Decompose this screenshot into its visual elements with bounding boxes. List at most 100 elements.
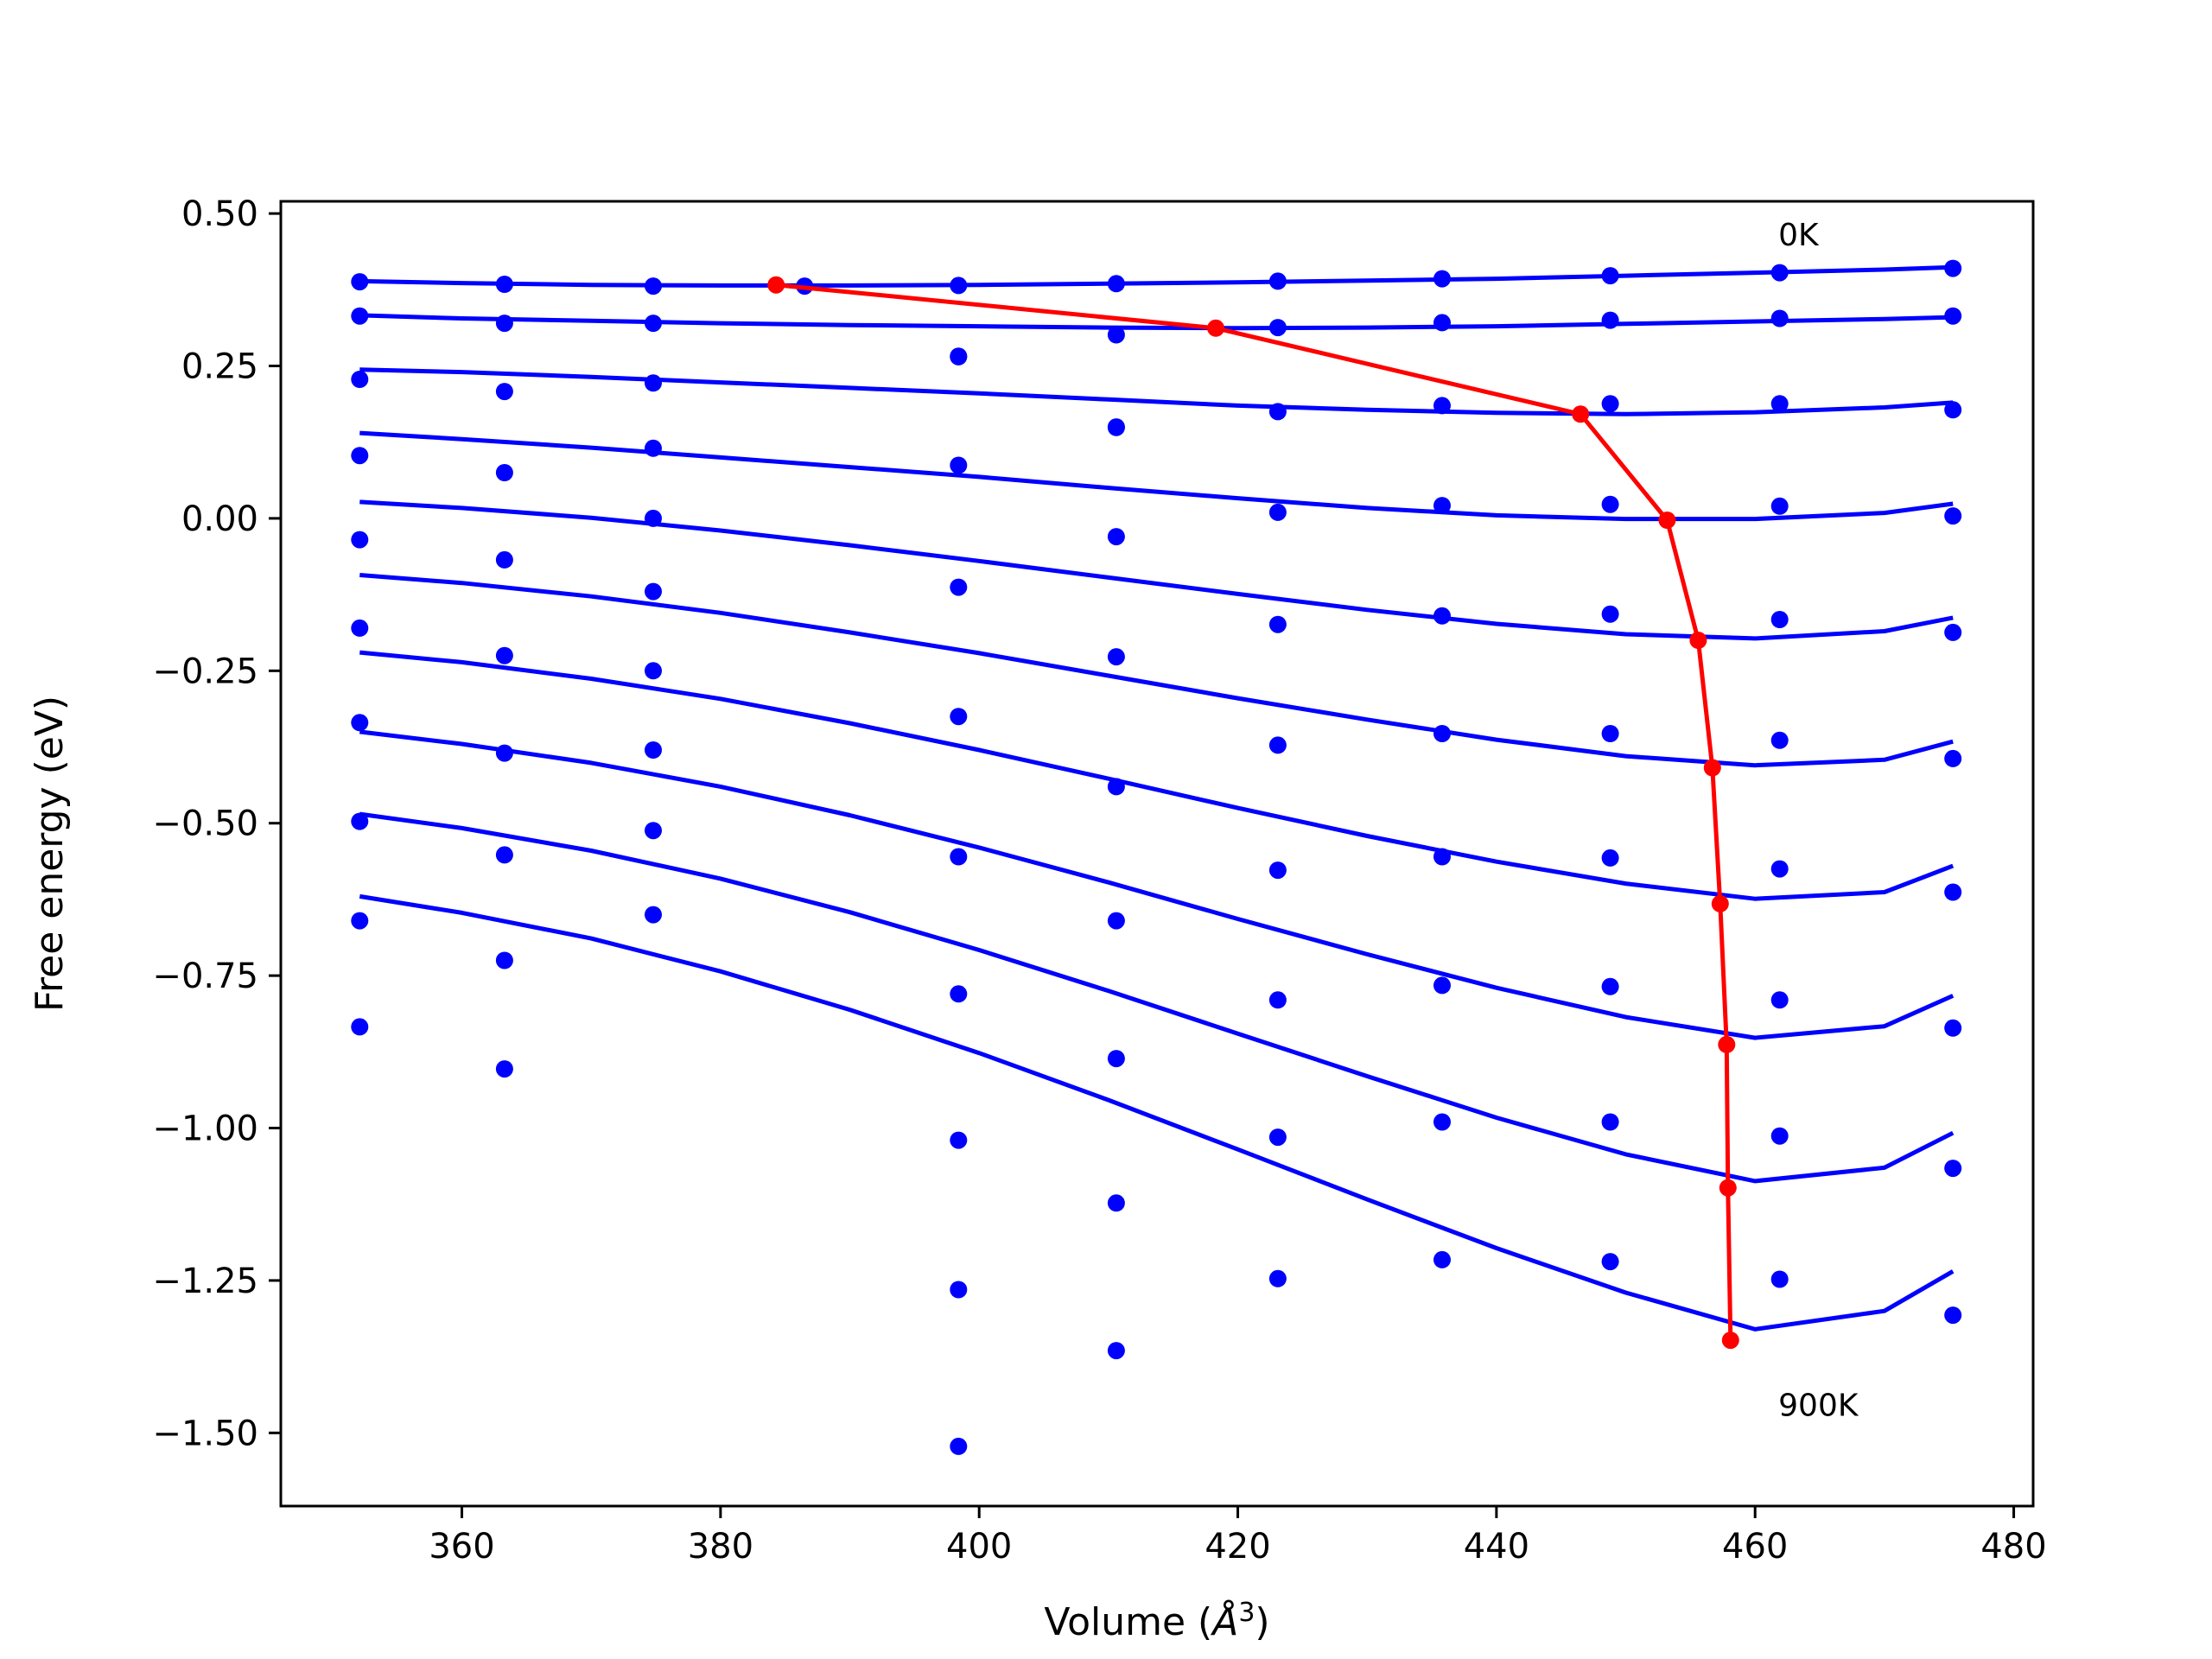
data-point-7-4 (1107, 912, 1125, 930)
data-point-9-8 (1770, 1270, 1789, 1288)
data-point-1-5 (1268, 319, 1287, 337)
data-point-3-5 (1268, 503, 1287, 521)
minimum-point-9 (1721, 1332, 1739, 1350)
minimum-point-6 (1711, 894, 1729, 912)
data-point-8-9 (1944, 1160, 1962, 1178)
plot-content (351, 259, 1962, 1455)
data-point-7-9 (1944, 1019, 1962, 1037)
data-point-3-3 (950, 456, 968, 474)
x-axis-label-symbol: Å (1210, 1599, 1238, 1644)
data-point-0-6 (1433, 270, 1451, 288)
data-point-5-7 (1601, 725, 1619, 742)
x-axis-label-end: ) (1255, 1600, 1269, 1644)
data-point-3-8 (1770, 497, 1789, 515)
data-point-8-5 (1268, 1128, 1287, 1147)
data-point-extra-1 (1107, 1342, 1125, 1360)
minimum-point-3 (1658, 512, 1676, 529)
data-point-2-7 (1601, 395, 1619, 413)
data-point-5-9 (1944, 749, 1962, 767)
data-point-8-6 (1433, 1113, 1451, 1131)
data-point-9-1 (495, 1060, 513, 1078)
data-point-9-0 (351, 1018, 369, 1036)
data-point-7-3 (950, 985, 968, 1003)
data-point-8-1 (495, 951, 513, 969)
y-tick-label-7: −1.25 (152, 1262, 258, 1301)
data-point-3-0 (351, 447, 369, 465)
data-point-0-7 (1601, 267, 1619, 285)
fit-curve-9 (359, 893, 1955, 1332)
data-point-2-0 (351, 371, 369, 388)
minimum-point-0 (767, 276, 785, 294)
fit-curve-7 (359, 729, 1955, 1040)
data-point-6-1 (495, 744, 513, 762)
data-point-5-0 (351, 619, 369, 637)
annotations: 0K 900K (1778, 218, 1859, 1424)
data-point-3-7 (1601, 495, 1619, 513)
data-point-4-3 (950, 578, 968, 596)
data-point-6-7 (1601, 849, 1619, 867)
minimum-point-5 (1703, 759, 1721, 777)
y-tick-label-0: 0.50 (181, 194, 258, 234)
fit-curve-0 (359, 264, 1954, 288)
data-point-5-2 (645, 582, 662, 601)
data-point-0-5 (1268, 272, 1287, 290)
x-tick-label-6: 480 (1980, 1527, 2046, 1567)
data-point-9-4 (1107, 1194, 1125, 1212)
data-point-4-6 (1433, 607, 1451, 625)
data-point-8-2 (645, 822, 662, 840)
data-point-7-5 (1268, 991, 1287, 1009)
data-point-3-1 (495, 464, 513, 481)
x-tick-label-1: 380 (688, 1527, 753, 1567)
minimum-point-4 (1689, 632, 1707, 649)
y-axis-ticks: 0.50 0.25 0.00 −0.25 −0.50 −0.75 −1.00 −1.25 −1.… (152, 194, 281, 1453)
data-point-1-4 (1107, 326, 1125, 344)
data-point-5-1 (495, 646, 513, 664)
data-point-3-4 (1107, 418, 1125, 436)
y-tick-label-6: −1.00 (152, 1109, 258, 1149)
fit-curve-3 (359, 430, 1954, 522)
fit-curve-4 (359, 499, 1954, 641)
data-point-1-8 (1770, 309, 1789, 327)
data-point-7-7 (1601, 977, 1619, 995)
minimum-path-line (775, 283, 1733, 1341)
y-axis-label: Free energy (eV) (28, 696, 72, 1012)
data-point-1-2 (645, 315, 662, 333)
x-tick-label-4: 440 (1464, 1527, 1529, 1567)
fit-curve-2 (359, 367, 1954, 416)
data-point-6-2 (645, 662, 662, 680)
y-tick-label-5: −0.75 (152, 957, 258, 996)
data-point-1-0 (351, 307, 369, 325)
data-point-0-0 (351, 273, 369, 291)
data-point-0-9 (1944, 259, 1962, 277)
x-tick-label-5: 460 (1722, 1527, 1788, 1567)
y-tick-label-3: −0.25 (152, 652, 258, 691)
data-point-3-9 (1944, 507, 1962, 525)
data-point-3-2 (645, 439, 662, 457)
data-point-7-6 (1433, 976, 1451, 995)
data-point-7-1 (495, 846, 513, 864)
y-tick-label-8: −1.50 (152, 1414, 258, 1453)
data-point-0-3 (950, 276, 968, 295)
data-point-1-6 (1433, 314, 1451, 332)
data-point-5-3 (950, 708, 968, 726)
data-point-7-8 (1770, 991, 1789, 1009)
fit-curve-5 (359, 573, 1954, 768)
x-axis-label-exponent: 3 (1238, 1598, 1255, 1628)
data-point-0-4 (1107, 275, 1125, 293)
data-point-8-4 (1107, 1050, 1125, 1068)
data-point-6-3 (950, 848, 968, 866)
data-point-4-2 (645, 509, 662, 527)
x-axis-label-text: Volume ( (1044, 1600, 1212, 1644)
data-point-4-9 (1944, 623, 1962, 641)
data-point-5-6 (1433, 725, 1451, 742)
x-tick-label-3: 420 (1205, 1527, 1270, 1567)
data-point-1-1 (495, 315, 513, 333)
data-point-6-5 (1268, 861, 1287, 880)
minimum-point-7 (1718, 1035, 1736, 1053)
data-point-9-3 (950, 1281, 968, 1299)
data-point-5-5 (1268, 736, 1287, 754)
x-tick-label-2: 400 (946, 1527, 1012, 1567)
data-point-2-8 (1770, 395, 1789, 413)
minimum-point-1 (1207, 319, 1225, 337)
